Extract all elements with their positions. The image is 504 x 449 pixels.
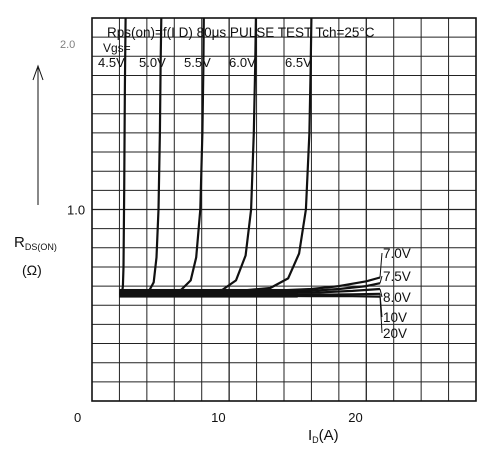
y-axis-arrow-head xyxy=(32,64,44,81)
series-label-top: 5.5V xyxy=(184,55,211,70)
x-axis-label: ID(A) xyxy=(308,427,339,445)
series-label-top: 6.5V xyxy=(285,55,312,70)
series-label-leader xyxy=(379,288,383,298)
top-left-mark: 2.0 xyxy=(60,39,75,51)
x-tick-label: 20 xyxy=(348,410,362,425)
x-tick-label: 10 xyxy=(211,410,225,425)
series-label-leader xyxy=(379,252,383,278)
y-tick-label: 1.0 xyxy=(67,203,85,218)
x-axis-label-sub: D xyxy=(312,435,319,445)
x-tick-label: 0 xyxy=(74,410,81,425)
series-label-top: 6.0V xyxy=(229,55,256,70)
series-label-right: 7.5V xyxy=(383,269,411,284)
y-axis-label-main: R xyxy=(14,234,25,251)
series-label-leader xyxy=(379,275,383,284)
annotation-line-2: Vgs= xyxy=(103,41,131,55)
x-axis-unit: (A) xyxy=(319,427,339,444)
series-label-right: 8.0V xyxy=(383,290,411,305)
tick-labels: 0 10 20 1.0 xyxy=(67,203,363,426)
plot-frame xyxy=(91,17,477,402)
series-label-top: 4.5V xyxy=(98,55,125,70)
series-label-right: 20V xyxy=(383,326,407,341)
grid-lines xyxy=(92,18,476,401)
curves xyxy=(119,17,381,298)
y-axis-label: RDS(ON) xyxy=(14,234,57,252)
annotation-line-1: Rps(on)=f(I D) 80μs PULSE TEST Tch=25°C xyxy=(107,25,375,40)
series-label-top: 5.0V xyxy=(139,55,166,70)
x-axis-label-main: I xyxy=(308,427,312,444)
series-label-leader xyxy=(379,296,383,334)
series-label-right: 10V xyxy=(383,310,407,325)
overlapping-curves-band xyxy=(119,288,298,298)
y-axis-label-sub: DS(ON) xyxy=(25,242,57,252)
series-label-right: 7.0V xyxy=(383,246,411,261)
y-axis-unit: (Ω) xyxy=(22,262,42,278)
